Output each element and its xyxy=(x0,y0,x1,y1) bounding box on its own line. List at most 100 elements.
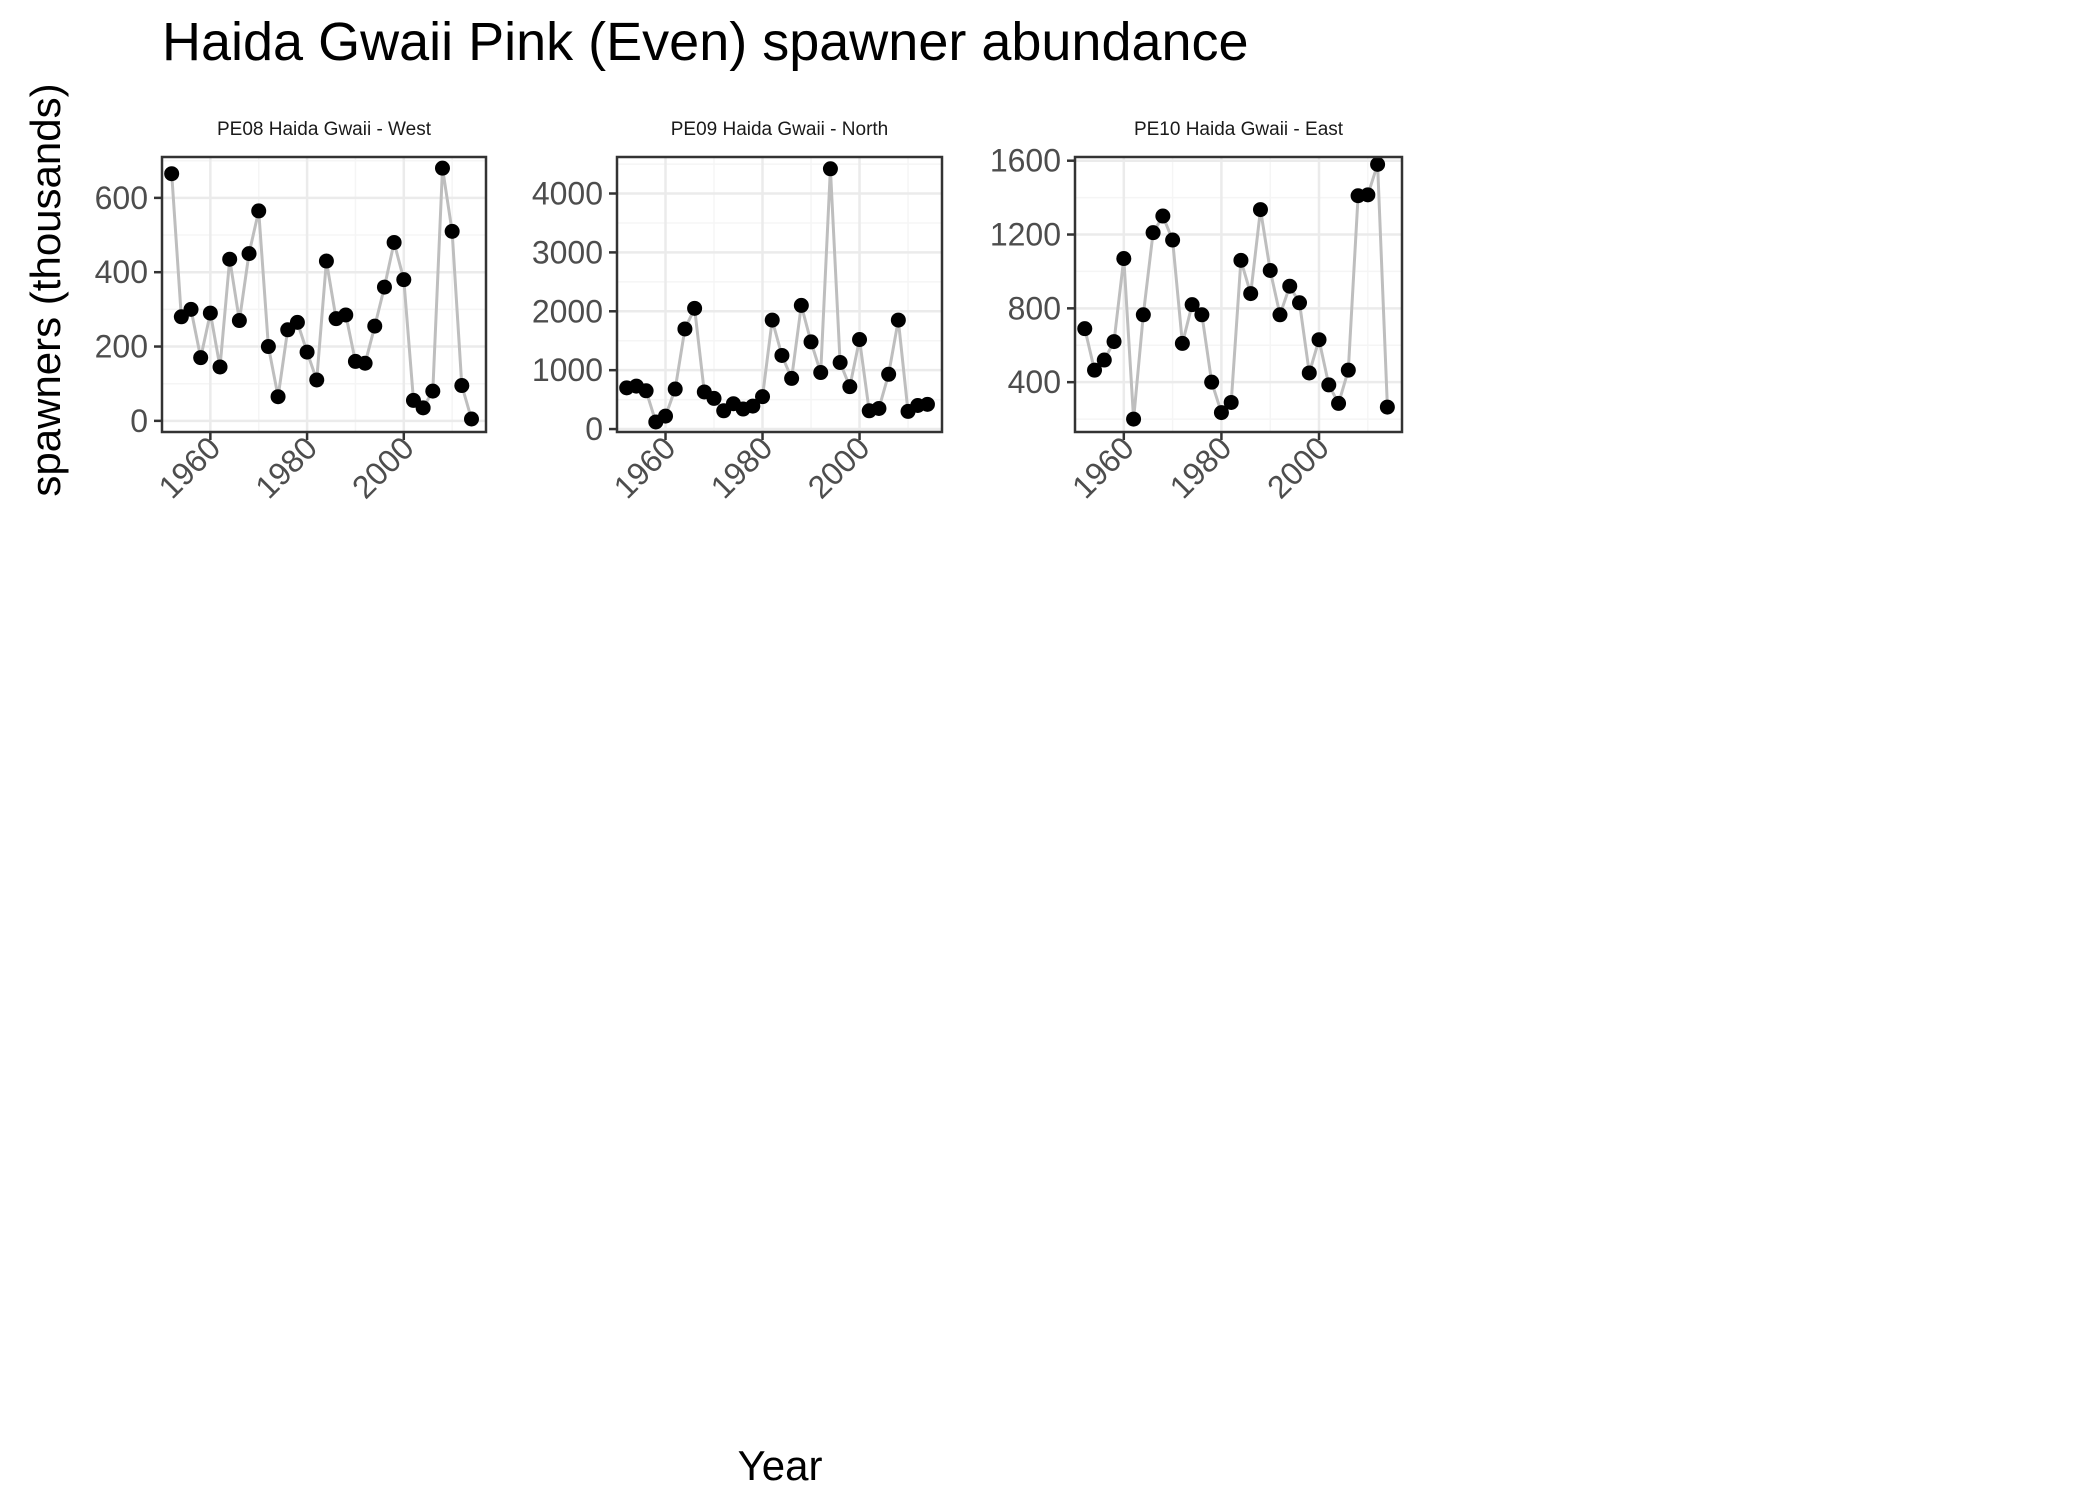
data-point xyxy=(376,279,392,295)
y-tick-label: 1600 xyxy=(990,143,1061,179)
data-point xyxy=(260,339,276,355)
data-point xyxy=(1165,232,1181,248)
data-point xyxy=(396,272,412,288)
y-tick-label: 400 xyxy=(95,254,148,290)
data-point xyxy=(1243,286,1259,302)
data-point xyxy=(784,370,800,386)
data-point xyxy=(1233,252,1249,268)
data-point xyxy=(1126,411,1142,427)
panel-3: PE10 Haida Gwaii - East 400 800 1200 1600 196… xyxy=(990,119,1404,505)
panel-border xyxy=(1073,155,1404,434)
y-tick-label: 0 xyxy=(585,411,603,447)
data-point xyxy=(1370,156,1386,172)
data-point xyxy=(1077,321,1093,337)
y-tick-label: 0 xyxy=(130,403,148,439)
data-point xyxy=(1360,187,1376,203)
data-point xyxy=(231,313,247,329)
panel-1: PE08 Haida Gwaii - West 0 200 400 600 1960 198… xyxy=(95,119,488,505)
data-point xyxy=(667,381,683,397)
data-point xyxy=(1252,202,1268,218)
data-point xyxy=(919,396,935,412)
data-point xyxy=(1292,295,1308,311)
y-tick-label: 600 xyxy=(95,180,148,216)
data-point xyxy=(1096,352,1112,368)
data-point xyxy=(1311,332,1327,348)
data-point xyxy=(164,166,180,182)
data-point xyxy=(183,301,199,317)
y-tick-label: 200 xyxy=(95,329,148,365)
data-point xyxy=(832,355,848,371)
data-point xyxy=(1321,377,1337,393)
data-point xyxy=(222,251,238,267)
data-point xyxy=(706,390,722,406)
data-point xyxy=(1145,225,1161,241)
data-point xyxy=(871,400,887,416)
y-tick-label: 4000 xyxy=(532,176,603,212)
x-axis-title: Year xyxy=(738,1442,823,1489)
y-tick-label: 2000 xyxy=(532,293,603,329)
data-point xyxy=(638,383,654,399)
data-point xyxy=(890,312,906,328)
data-point xyxy=(357,355,373,371)
data-point xyxy=(842,379,858,395)
data-point xyxy=(822,161,838,177)
data-point xyxy=(212,359,228,375)
x-tick-label: 1960 xyxy=(607,429,683,505)
x-tick-label: 1980 xyxy=(248,429,324,505)
data-point xyxy=(289,314,305,330)
data-point xyxy=(425,383,441,399)
y-tick-label: 3000 xyxy=(532,234,603,270)
data-point xyxy=(1194,307,1210,323)
data-point xyxy=(1301,365,1317,381)
data-point xyxy=(1223,394,1239,410)
data-point xyxy=(1155,208,1171,224)
data-point xyxy=(793,297,809,313)
data-point xyxy=(241,246,257,262)
data-point xyxy=(434,160,450,176)
data-point xyxy=(1087,362,1103,378)
y-tick-label: 400 xyxy=(1008,364,1061,400)
data-point xyxy=(193,350,209,366)
data-point xyxy=(764,312,780,328)
x-tick-label: 1960 xyxy=(1065,429,1141,505)
data-point xyxy=(881,366,897,382)
data-point xyxy=(463,411,479,427)
data-point xyxy=(1340,362,1356,378)
data-point xyxy=(318,253,334,269)
x-tick-label: 1980 xyxy=(1163,429,1239,505)
data-point xyxy=(1174,335,1190,351)
data-point xyxy=(309,372,325,388)
y-tick-label: 800 xyxy=(1008,290,1061,326)
y-tick-label: 1000 xyxy=(532,352,603,388)
data-point xyxy=(774,347,790,363)
data-point xyxy=(1331,395,1347,411)
chart-title: Haida Gwaii Pink (Even) spawner abundanc… xyxy=(162,12,1249,72)
data-point xyxy=(687,300,703,316)
data-point xyxy=(444,223,460,239)
data-point xyxy=(270,389,286,405)
x-tick-label: 1960 xyxy=(152,429,228,505)
x-tick-label: 2000 xyxy=(1260,429,1336,505)
data-point xyxy=(755,389,771,405)
data-point xyxy=(1213,405,1229,421)
data-point xyxy=(1116,251,1132,267)
y-axis-title: spawners (thousands) xyxy=(22,83,69,496)
data-point xyxy=(1106,334,1122,350)
panel-2: PE09 Haida Gwaii - North 0 1000 2000 3000 400… xyxy=(532,119,944,505)
data-point xyxy=(1272,307,1288,323)
data-point xyxy=(803,334,819,350)
data-point xyxy=(367,318,383,334)
x-tick-label: 2000 xyxy=(345,429,421,505)
x-tick-label: 1980 xyxy=(704,429,780,505)
data-point xyxy=(745,398,761,414)
data-point xyxy=(658,408,674,424)
data-point xyxy=(454,378,470,394)
panel-title: PE10 Haida Gwaii - East xyxy=(1134,119,1344,140)
panel-title: PE08 Haida Gwaii - West xyxy=(217,119,432,140)
data-point xyxy=(813,365,829,381)
data-point xyxy=(1379,399,1395,415)
data-point xyxy=(1135,307,1151,323)
panel-border xyxy=(615,155,944,434)
facet-panels: PE08 Haida Gwaii - West 0 200 400 600 1960 198… xyxy=(95,119,1404,505)
